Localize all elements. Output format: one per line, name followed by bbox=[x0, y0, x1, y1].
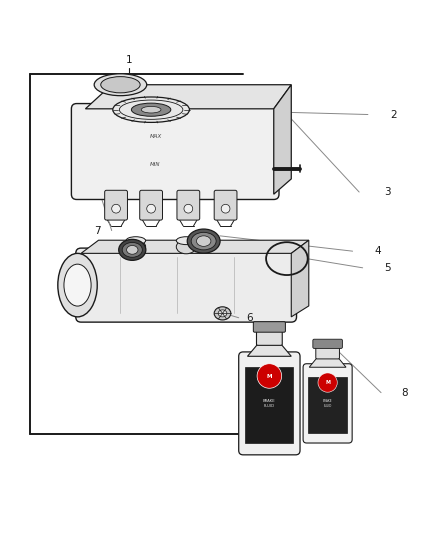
Ellipse shape bbox=[131, 103, 171, 116]
Text: 1: 1 bbox=[126, 55, 133, 65]
Ellipse shape bbox=[122, 243, 142, 257]
Polygon shape bbox=[291, 240, 309, 317]
Text: MIN: MIN bbox=[150, 162, 161, 167]
FancyBboxPatch shape bbox=[313, 339, 343, 349]
Text: 5: 5 bbox=[385, 263, 391, 273]
Ellipse shape bbox=[187, 229, 220, 253]
Text: M: M bbox=[267, 374, 272, 378]
Circle shape bbox=[147, 204, 155, 213]
Ellipse shape bbox=[94, 74, 147, 96]
Text: BRAKE
FLUID: BRAKE FLUID bbox=[263, 399, 276, 408]
Polygon shape bbox=[274, 85, 291, 194]
FancyBboxPatch shape bbox=[105, 190, 127, 220]
Text: M: M bbox=[325, 380, 330, 385]
FancyBboxPatch shape bbox=[71, 103, 279, 199]
Ellipse shape bbox=[113, 97, 189, 123]
Ellipse shape bbox=[101, 77, 140, 93]
Ellipse shape bbox=[127, 246, 138, 254]
FancyBboxPatch shape bbox=[239, 352, 300, 455]
Polygon shape bbox=[85, 85, 291, 109]
Text: 4: 4 bbox=[374, 246, 381, 256]
Text: MAX: MAX bbox=[149, 134, 162, 139]
FancyBboxPatch shape bbox=[303, 364, 352, 443]
Ellipse shape bbox=[176, 240, 196, 254]
Polygon shape bbox=[247, 344, 291, 356]
Text: 3: 3 bbox=[385, 187, 391, 197]
FancyBboxPatch shape bbox=[214, 190, 237, 220]
Circle shape bbox=[112, 204, 120, 213]
Circle shape bbox=[257, 364, 282, 388]
Polygon shape bbox=[81, 240, 309, 253]
FancyBboxPatch shape bbox=[140, 190, 162, 220]
Ellipse shape bbox=[64, 264, 91, 306]
Ellipse shape bbox=[191, 232, 216, 250]
FancyBboxPatch shape bbox=[245, 367, 293, 442]
Ellipse shape bbox=[141, 107, 161, 113]
Ellipse shape bbox=[58, 253, 97, 317]
Circle shape bbox=[318, 373, 337, 392]
Text: 2: 2 bbox=[390, 109, 396, 119]
FancyBboxPatch shape bbox=[316, 346, 339, 359]
FancyBboxPatch shape bbox=[308, 377, 347, 433]
Text: BRAKE
FLUID: BRAKE FLUID bbox=[323, 399, 332, 408]
Ellipse shape bbox=[214, 307, 231, 320]
Ellipse shape bbox=[126, 237, 145, 245]
FancyBboxPatch shape bbox=[257, 329, 282, 345]
Ellipse shape bbox=[218, 310, 227, 317]
FancyBboxPatch shape bbox=[76, 248, 297, 322]
Text: 6: 6 bbox=[246, 313, 253, 323]
Ellipse shape bbox=[176, 237, 196, 245]
Ellipse shape bbox=[119, 239, 146, 260]
Ellipse shape bbox=[126, 240, 145, 254]
Text: 8: 8 bbox=[401, 387, 407, 398]
Text: 7: 7 bbox=[94, 225, 101, 236]
Ellipse shape bbox=[196, 236, 211, 246]
FancyBboxPatch shape bbox=[177, 190, 200, 220]
Polygon shape bbox=[309, 358, 346, 367]
Circle shape bbox=[184, 204, 193, 213]
Circle shape bbox=[221, 204, 230, 213]
FancyBboxPatch shape bbox=[253, 322, 286, 332]
